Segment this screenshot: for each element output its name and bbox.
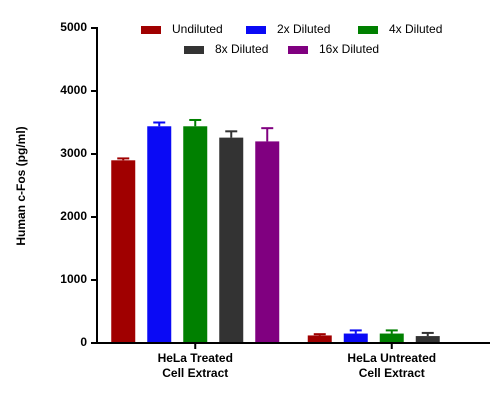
bar: [343, 333, 368, 343]
bar: [147, 126, 172, 343]
x-tick-label-box: HeLa Untreated Cell Extract: [347, 351, 437, 380]
x-tick-label: HeLa Treated Cell Extract: [157, 351, 233, 380]
error-bar: [225, 130, 238, 138]
x-tick-label-box: HeLa Treated Cell Extract: [157, 351, 233, 380]
bar: [183, 126, 208, 343]
legend-label: 8x Diluted: [215, 42, 268, 56]
legend-label: Undiluted: [172, 22, 223, 36]
legend-label: 4x Diluted: [389, 22, 442, 36]
bar: [379, 333, 404, 343]
legend-swatch: [288, 46, 308, 54]
y-axis-label: Human c-Fos (pg/ml): [14, 126, 28, 245]
bar: [415, 336, 440, 343]
legend-swatch: [141, 26, 161, 34]
error-bar: [189, 118, 202, 127]
error-bar: [313, 333, 326, 336]
y-tick-label: 5000: [60, 20, 87, 34]
y-tick-label: 2000: [60, 209, 87, 223]
error-bar: [349, 329, 362, 334]
legend-label: 2x Diluted: [277, 22, 330, 36]
bar: [219, 137, 244, 343]
x-tick-label: HeLa Untreated Cell Extract: [347, 351, 437, 380]
error-bar: [153, 121, 166, 127]
y-tick-label: 0: [80, 335, 87, 349]
legend-swatch: [246, 26, 266, 34]
bar: [307, 335, 332, 343]
y-tick-label: 1000: [60, 272, 87, 286]
error-bar: [385, 329, 398, 334]
bar: [255, 141, 280, 343]
legend-swatch: [358, 26, 378, 34]
error-bar: [117, 157, 130, 161]
legend-swatch: [184, 46, 204, 54]
error-bar: [261, 127, 274, 142]
bar: [111, 160, 136, 343]
legend-label: 16x Diluted: [319, 42, 379, 56]
error-bar: [421, 331, 434, 337]
y-tick-label: 3000: [60, 146, 87, 160]
y-tick-label: 4000: [60, 83, 87, 97]
